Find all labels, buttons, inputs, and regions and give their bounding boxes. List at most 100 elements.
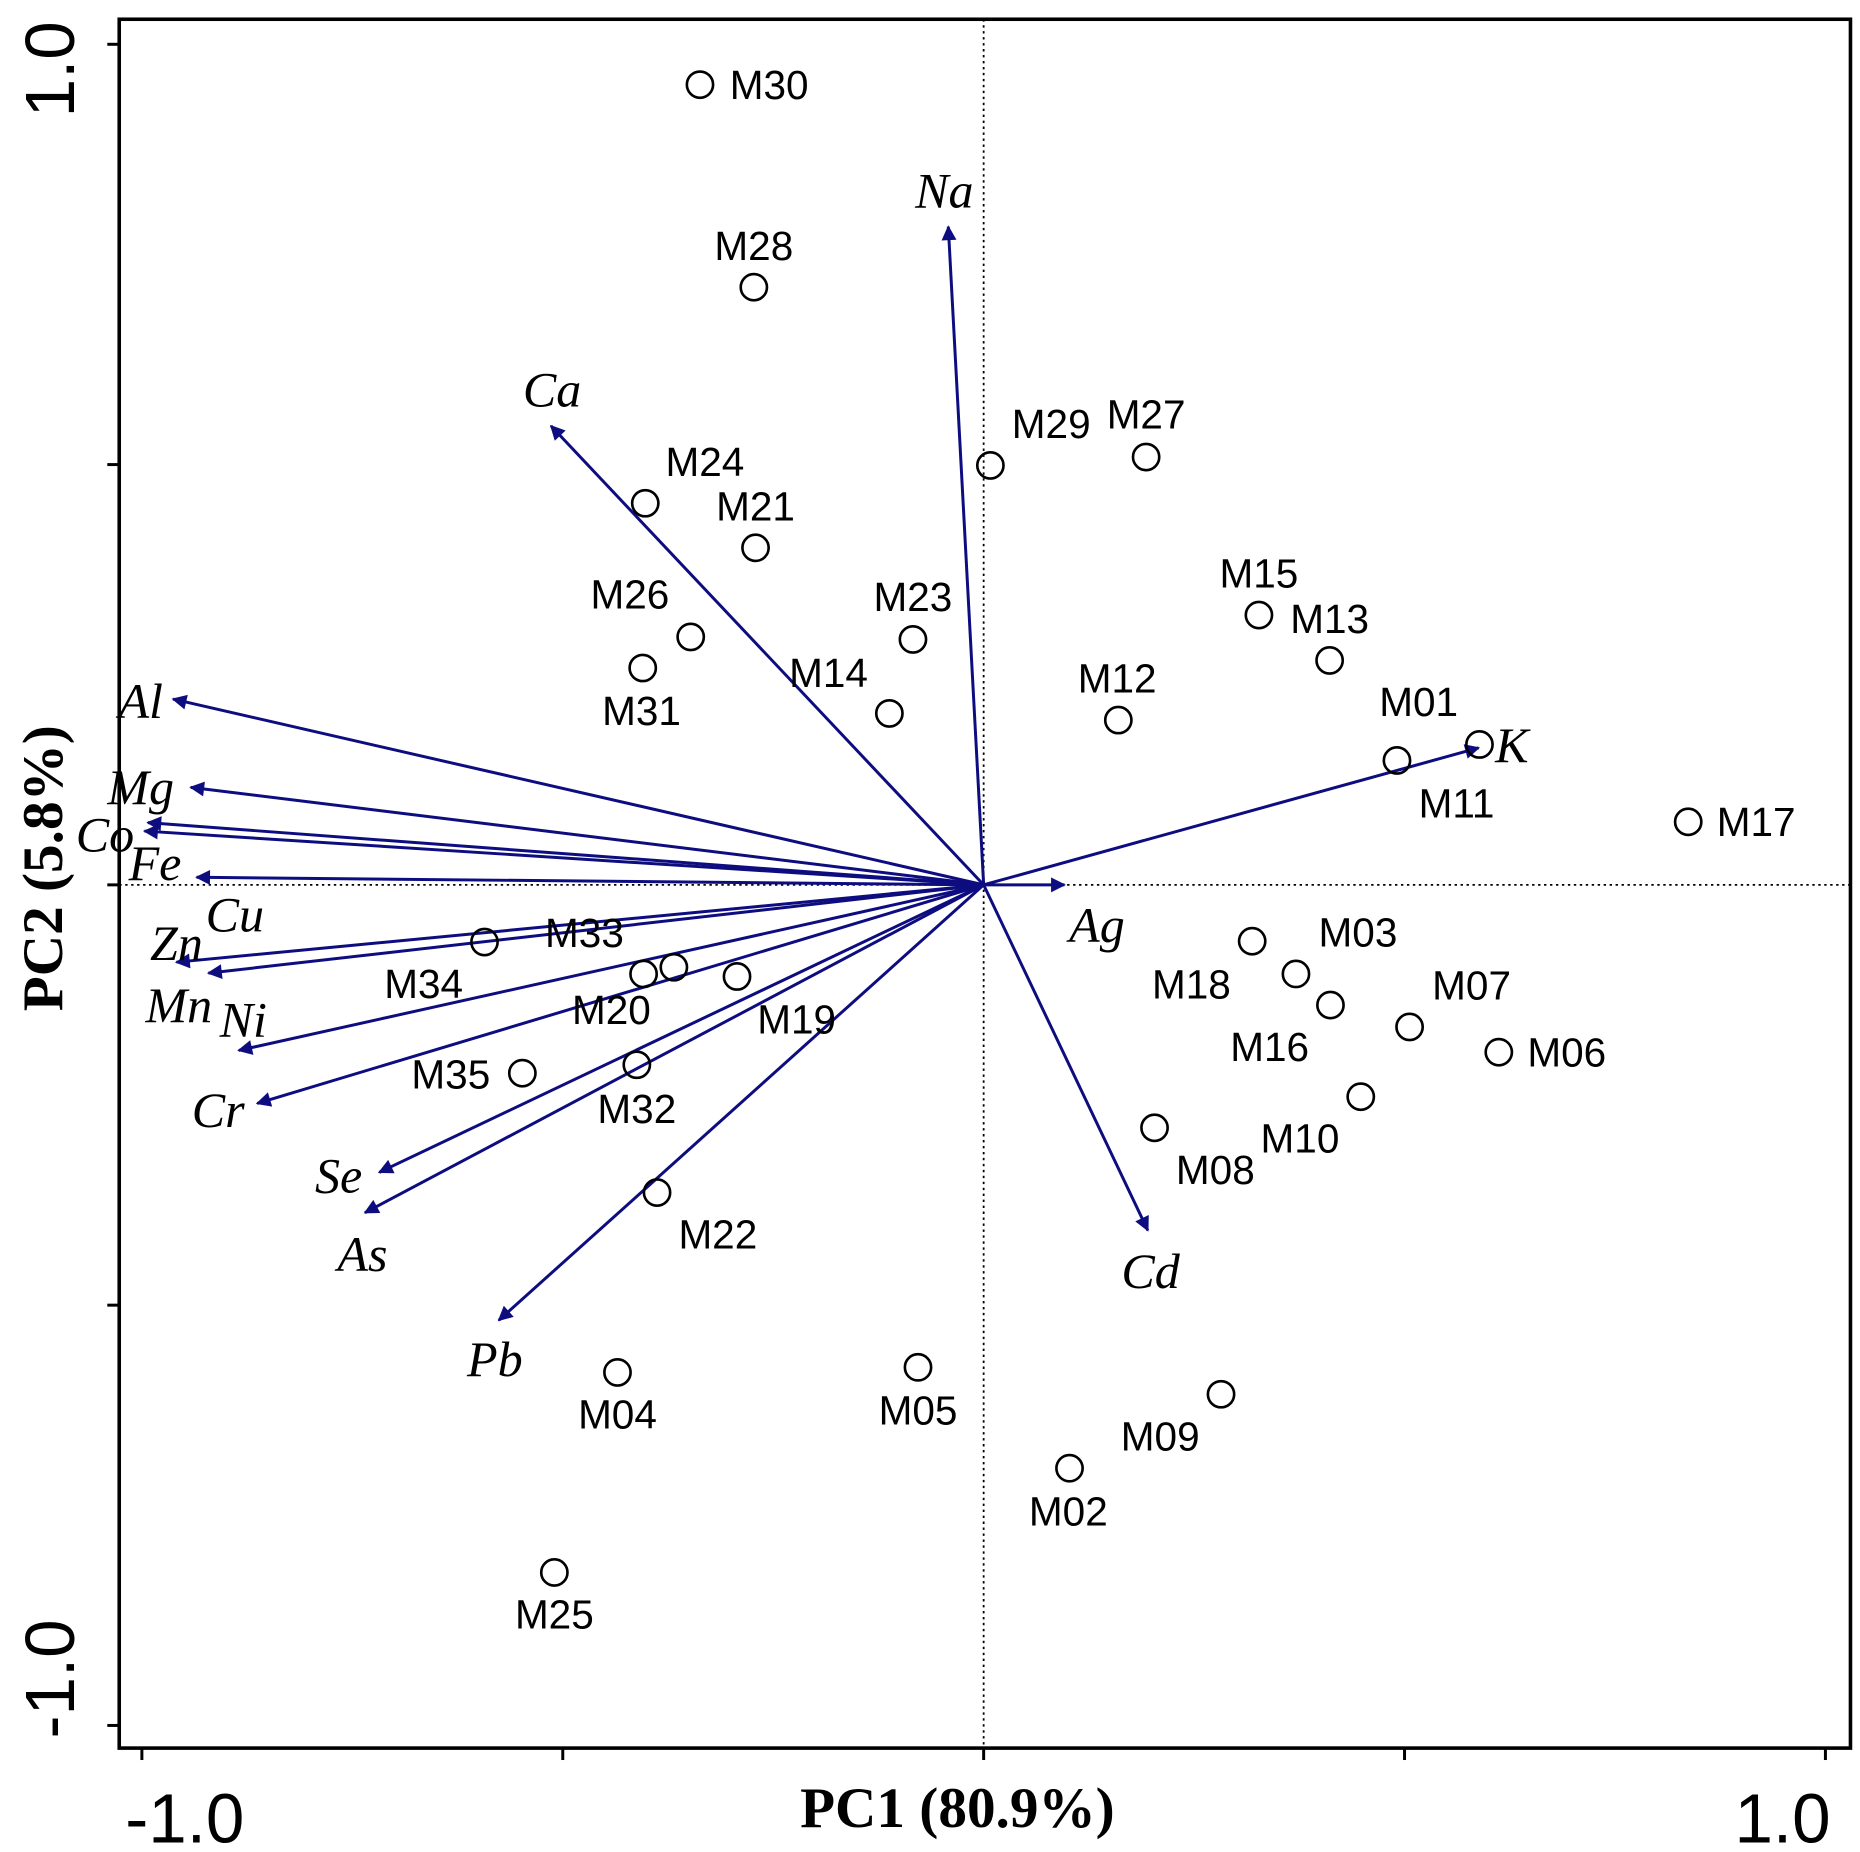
sample-point-m19 <box>722 962 752 991</box>
sample-label-m32: M32 <box>597 1086 676 1132</box>
sample-label-m21: M21 <box>716 483 795 529</box>
sample-point-m03 <box>1281 959 1311 989</box>
variable-label-ca: Ca <box>523 362 581 418</box>
variable-label-ag: Ag <box>1066 897 1125 953</box>
loading-arrow-pb <box>497 883 985 1322</box>
sample-label-m08: M08 <box>1176 1147 1255 1193</box>
variable-label-cd: Cd <box>1121 1243 1180 1299</box>
variable-label-cu: Cu <box>206 886 264 942</box>
loading-arrow-cu <box>142 824 984 887</box>
x-tick-label-min: -1.0 <box>125 1779 244 1852</box>
y-tick-label-min: -1.0 <box>11 1619 89 1738</box>
variable-label-cr: Cr <box>192 1082 245 1138</box>
sample-point-m05 <box>903 1352 933 1382</box>
sample-label-m30: M30 <box>730 62 809 108</box>
sample-point-m33 <box>659 952 689 982</box>
sample-label-m13: M13 <box>1290 596 1369 642</box>
loading-arrow-as <box>363 883 985 1215</box>
sample-label-m17: M17 <box>1717 799 1796 845</box>
variable-label-k: K <box>1494 717 1531 773</box>
sample-label-m20: M20 <box>572 987 651 1033</box>
y-axis-title: PC2 (5.8%) <box>12 725 75 1011</box>
loading-arrow-mn <box>206 883 984 980</box>
sample-point-m21 <box>741 533 770 563</box>
sample-point-m25 <box>539 1558 569 1587</box>
sample-point-m16 <box>1316 990 1345 1020</box>
variable-label-al: Al <box>115 673 163 729</box>
loading-arrow-ca <box>549 424 985 886</box>
variable-label-ni: Ni <box>219 991 267 1047</box>
sample-point-m23 <box>898 624 928 654</box>
sample-point-m17 <box>1673 807 1703 837</box>
sample-point-m26 <box>676 622 706 652</box>
sample-label-m06: M06 <box>1527 1029 1606 1075</box>
sample-point-m24 <box>630 488 660 518</box>
sample-label-m04: M04 <box>578 1391 657 1437</box>
sample-point-m29 <box>975 450 1005 480</box>
variable-label-na: Na <box>914 163 973 219</box>
sample-point-m27 <box>1131 442 1161 472</box>
variable-label-mn: Mn <box>144 977 212 1033</box>
sample-label-m16: M16 <box>1230 1024 1309 1070</box>
sample-point-m14 <box>874 698 904 728</box>
loading-arrow-na <box>941 225 986 885</box>
sample-label-m29: M29 <box>1012 401 1091 447</box>
sample-label-m05: M05 <box>879 1388 958 1434</box>
loading-arrow-cd <box>982 884 1150 1232</box>
sample-point-m35 <box>507 1058 537 1088</box>
sample-point-m32 <box>622 1050 652 1080</box>
loading-arrow-al <box>171 694 984 887</box>
sample-label-m10: M10 <box>1261 1116 1340 1162</box>
sample-label-m25: M25 <box>515 1591 594 1637</box>
sample-label-m01: M01 <box>1379 679 1458 725</box>
sample-point-m09 <box>1206 1379 1236 1409</box>
sample-label-m15: M15 <box>1219 551 1298 597</box>
sample-label-m14: M14 <box>789 650 868 696</box>
variable-label-pb: Pb <box>466 1331 523 1387</box>
y-tick-label-max: 1.0 <box>11 21 89 117</box>
sample-point-m30 <box>685 70 715 100</box>
sample-point-m11 <box>1382 746 1412 775</box>
sample-label-m35: M35 <box>411 1052 490 1098</box>
x-tick-label-max: 1.0 <box>1734 1779 1830 1852</box>
sample-point-m20 <box>629 959 659 989</box>
sample-label-m22: M22 <box>678 1212 757 1258</box>
sample-point-m22 <box>642 1178 672 1207</box>
variable-label-se: Se <box>315 1147 362 1203</box>
sample-label-m09: M09 <box>1121 1413 1200 1459</box>
sample-point-m06 <box>1484 1037 1514 1067</box>
sample-point-m18 <box>1237 926 1267 956</box>
sample-point-m04 <box>603 1357 632 1387</box>
variable-label-zn: Zn <box>150 915 203 971</box>
sample-label-m03: M03 <box>1319 910 1398 956</box>
sample-label-m28: M28 <box>714 223 793 269</box>
sample-point-m10 <box>1346 1082 1376 1112</box>
variable-label-fe: Fe <box>128 835 182 891</box>
sample-point-m12 <box>1103 705 1133 735</box>
sample-label-m23: M23 <box>874 574 953 620</box>
sample-label-m07: M07 <box>1432 962 1511 1008</box>
loading-arrow-se <box>377 883 985 1174</box>
loading-arrow-cr <box>255 883 985 1107</box>
sample-label-m18: M18 <box>1152 961 1231 1007</box>
sample-point-m07 <box>1395 1012 1425 1042</box>
sample-point-m15 <box>1244 600 1274 630</box>
sample-label-m31: M31 <box>602 688 681 734</box>
sample-label-m34: M34 <box>384 961 463 1007</box>
sample-point-m28 <box>739 272 769 302</box>
sample-point-m08 <box>1140 1113 1169 1143</box>
sample-label-m33: M33 <box>545 910 624 956</box>
variable-label-as: As <box>334 1226 387 1282</box>
sample-point-m31 <box>628 653 658 683</box>
sample-point-m13 <box>1315 646 1345 675</box>
sample-label-m24: M24 <box>665 439 744 485</box>
sample-label-m11: M11 <box>1419 781 1495 827</box>
sample-label-m02: M02 <box>1029 1488 1108 1534</box>
sample-label-m19: M19 <box>757 997 836 1043</box>
sample-label-m12: M12 <box>1078 656 1157 702</box>
sample-point-m34 <box>470 927 499 957</box>
loading-arrow-zn <box>174 883 984 969</box>
sample-point-m02 <box>1055 1453 1084 1483</box>
variable-label-co: Co <box>76 806 134 862</box>
